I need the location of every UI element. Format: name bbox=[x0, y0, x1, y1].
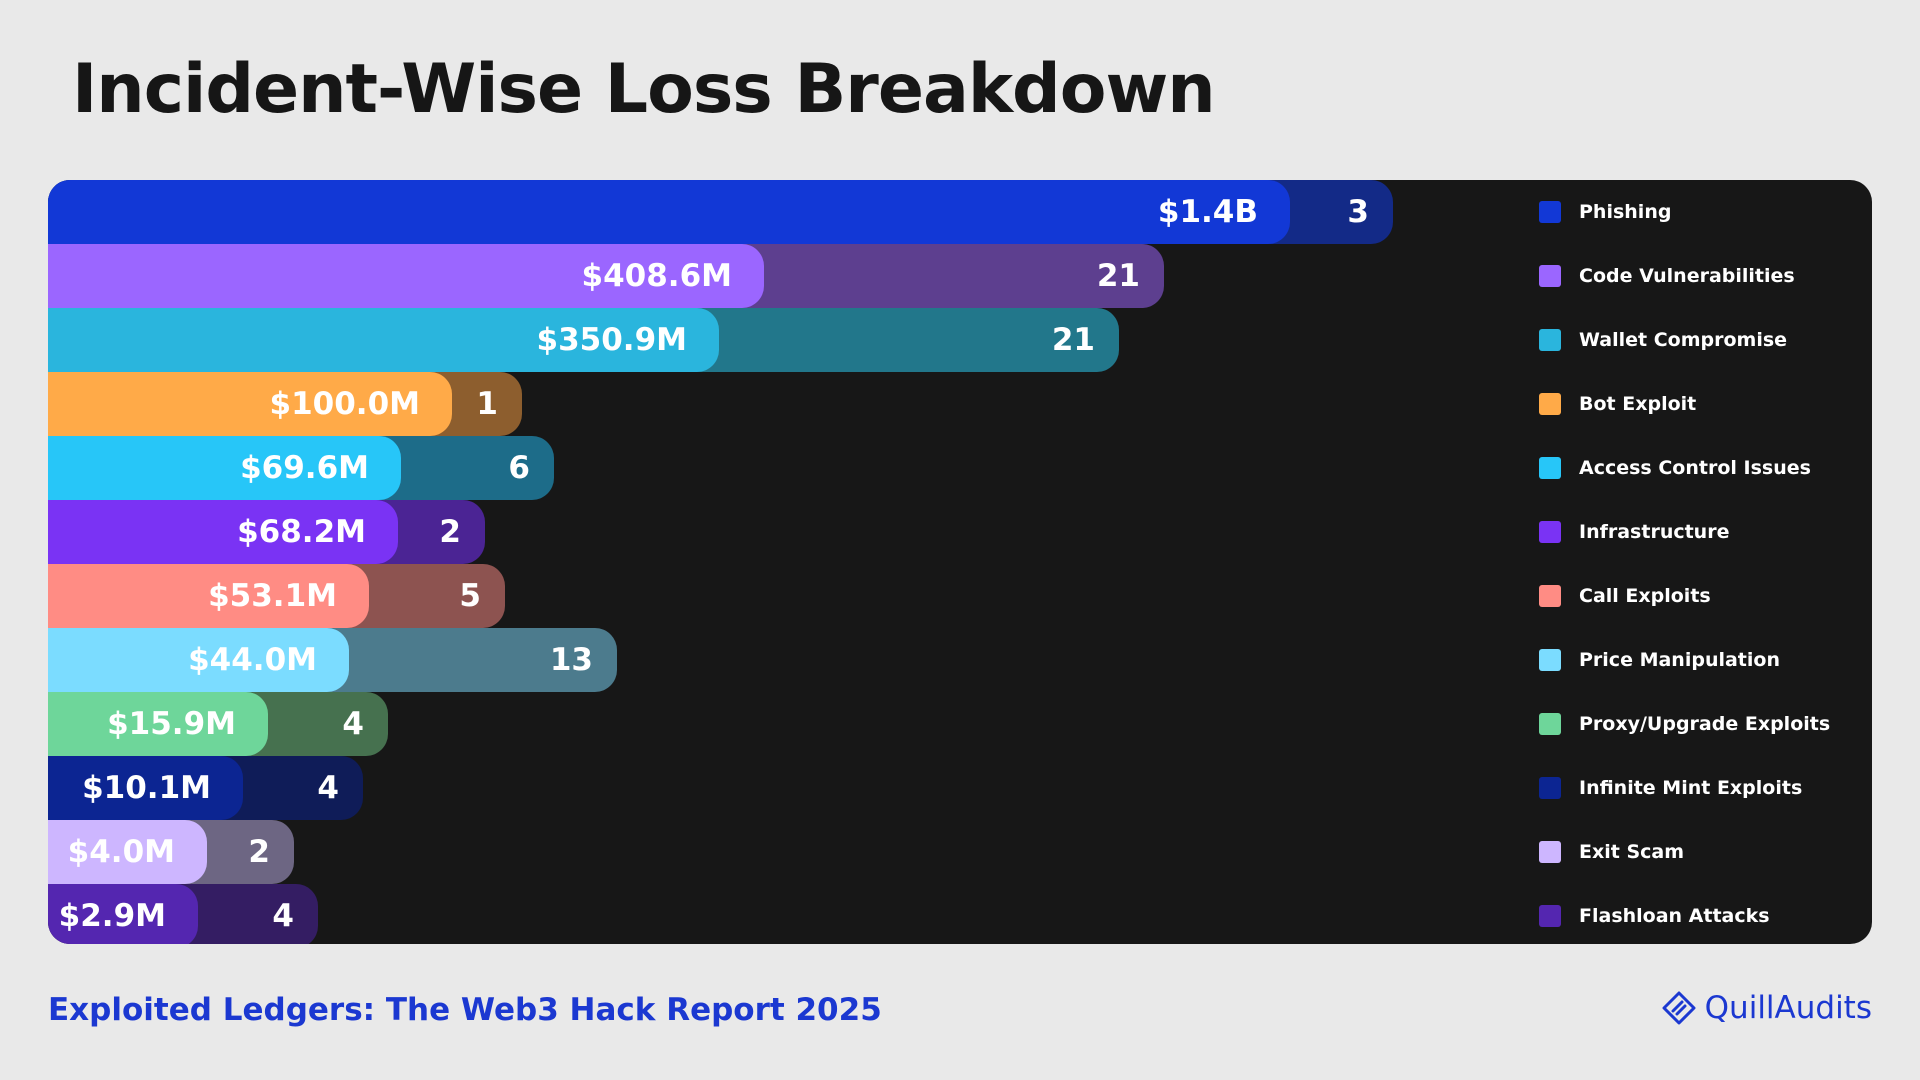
loss-label: $1.4B bbox=[1157, 194, 1258, 230]
count-label: 21 bbox=[1096, 258, 1140, 294]
legend-label: Wallet Compromise bbox=[1579, 329, 1788, 351]
legend-item-infinite-mint-exploits: Infinite Mint Exploits bbox=[1539, 773, 1802, 803]
bar-row-access-control-issues: $69.6M 6 bbox=[48, 436, 554, 500]
legend-swatch bbox=[1539, 777, 1561, 799]
legend-label: Exit Scam bbox=[1579, 841, 1685, 863]
page-title: Incident-Wise Loss Breakdown bbox=[72, 50, 1216, 129]
legend-label: Call Exploits bbox=[1579, 585, 1711, 607]
count-label: 6 bbox=[508, 450, 530, 486]
bar-row-exit-scam: $4.0M 2 bbox=[48, 820, 294, 884]
loss-bar-infrastructure bbox=[48, 500, 398, 564]
loss-label: $69.6M bbox=[240, 450, 369, 486]
legend-swatch bbox=[1539, 905, 1561, 927]
legend-label: Proxy/Upgrade Exploits bbox=[1579, 713, 1831, 735]
legend-label: Phishing bbox=[1579, 201, 1672, 223]
loss-bar-flashloan-attacks bbox=[48, 884, 198, 944]
loss-label: $15.9M bbox=[107, 706, 236, 742]
legend-swatch bbox=[1539, 713, 1561, 735]
legend-label: Flashloan Attacks bbox=[1579, 905, 1770, 927]
bar-row-bot-exploit: $100.0M 1 bbox=[48, 372, 522, 436]
legend-item-code-vulnerabilities: Code Vulnerabilities bbox=[1539, 261, 1795, 291]
count-label: 2 bbox=[248, 834, 270, 870]
loss-bar-call-exploits bbox=[48, 564, 369, 628]
count-label: 21 bbox=[1051, 322, 1095, 358]
legend-item-bot-exploit: Bot Exploit bbox=[1539, 389, 1696, 419]
legend-swatch bbox=[1539, 265, 1561, 287]
legend-item-exit-scam: Exit Scam bbox=[1539, 837, 1684, 867]
legend-swatch bbox=[1539, 201, 1561, 223]
count-label: 13 bbox=[549, 642, 593, 678]
legend: Phishing Code Vulnerabilities Wallet Compr… bbox=[1539, 180, 1869, 944]
loss-label: $100.0M bbox=[269, 386, 420, 422]
brand: QuillAudits bbox=[1661, 990, 1872, 1026]
chart-panel: $1.4B 3 $408.6M 21 $350.9M 21 $100.0M 1 $69.6M 6 $… bbox=[48, 180, 1872, 944]
loss-bar-phishing bbox=[48, 180, 1290, 244]
bar-row-phishing: $1.4B 3 bbox=[48, 180, 1393, 244]
loss-bar-proxy-upgrade-exploits bbox=[48, 692, 268, 756]
count-label: 4 bbox=[342, 706, 364, 742]
bar-row-wallet-compromise: $350.9M 21 bbox=[48, 308, 1119, 372]
legend-label: Infinite Mint Exploits bbox=[1579, 777, 1803, 799]
bar-row-price-manipulation: $44.0M 13 bbox=[48, 628, 617, 692]
legend-label: Bot Exploit bbox=[1579, 393, 1697, 415]
bar-row-flashloan-attacks: $2.9M 4 bbox=[48, 884, 318, 944]
legend-item-wallet-compromise: Wallet Compromise bbox=[1539, 325, 1787, 355]
bar-row-proxy-upgrade-exploits: $15.9M 4 bbox=[48, 692, 388, 756]
legend-item-infrastructure: Infrastructure bbox=[1539, 517, 1729, 547]
loss-bar-access-control-issues bbox=[48, 436, 401, 500]
legend-swatch bbox=[1539, 585, 1561, 607]
legend-item-price-manipulation: Price Manipulation bbox=[1539, 645, 1780, 675]
loss-bar-price-manipulation bbox=[48, 628, 349, 692]
loss-bar-infinite-mint-exploits bbox=[48, 756, 243, 820]
legend-item-phishing: Phishing bbox=[1539, 197, 1671, 227]
loss-bar-exit-scam bbox=[48, 820, 207, 884]
loss-label: $44.0M bbox=[188, 642, 317, 678]
legend-label: Access Control Issues bbox=[1579, 457, 1811, 479]
legend-label: Code Vulnerabilities bbox=[1579, 265, 1795, 287]
count-label: 5 bbox=[459, 578, 481, 614]
count-label: 3 bbox=[1347, 194, 1369, 230]
bar-row-call-exploits: $53.1M 5 bbox=[48, 564, 505, 628]
bar-row-infrastructure: $68.2M 2 bbox=[48, 500, 485, 564]
legend-swatch bbox=[1539, 841, 1561, 863]
loss-bar-bot-exploit bbox=[48, 372, 452, 436]
count-label: 1 bbox=[476, 386, 498, 422]
legend-item-flashloan-attacks: Flashloan Attacks bbox=[1539, 901, 1770, 931]
legend-label: Infrastructure bbox=[1579, 521, 1730, 543]
legend-item-access-control-issues: Access Control Issues bbox=[1539, 453, 1811, 483]
loss-label: $53.1M bbox=[208, 578, 337, 614]
bar-row-code-vulnerabilities: $408.6M 21 bbox=[48, 244, 1164, 308]
loss-label: $2.9M bbox=[58, 898, 166, 934]
bar-row-infinite-mint-exploits: $10.1M 4 bbox=[48, 756, 363, 820]
legend-item-call-exploits: Call Exploits bbox=[1539, 581, 1711, 611]
loss-bar-code-vulnerabilities bbox=[48, 244, 764, 308]
loss-label: $408.6M bbox=[581, 258, 732, 294]
legend-swatch bbox=[1539, 457, 1561, 479]
legend-swatch bbox=[1539, 329, 1561, 351]
count-label: 4 bbox=[317, 770, 339, 806]
legend-swatch bbox=[1539, 393, 1561, 415]
legend-swatch bbox=[1539, 649, 1561, 671]
loss-label: $350.9M bbox=[536, 322, 687, 358]
loss-label: $10.1M bbox=[82, 770, 211, 806]
count-label: 2 bbox=[439, 514, 461, 550]
loss-bar-wallet-compromise bbox=[48, 308, 719, 372]
report-title: Exploited Ledgers: The Web3 Hack Report … bbox=[48, 992, 882, 1028]
quillaudits-logo-icon bbox=[1662, 991, 1696, 1025]
loss-label: $68.2M bbox=[237, 514, 366, 550]
legend-swatch bbox=[1539, 521, 1561, 543]
legend-item-proxy-upgrade-exploits: Proxy/Upgrade Exploits bbox=[1539, 709, 1830, 739]
legend-label: Price Manipulation bbox=[1579, 649, 1780, 671]
loss-label: $4.0M bbox=[67, 834, 175, 870]
brand-name: QuillAudits bbox=[1704, 990, 1872, 1026]
count-label: 4 bbox=[272, 898, 294, 934]
